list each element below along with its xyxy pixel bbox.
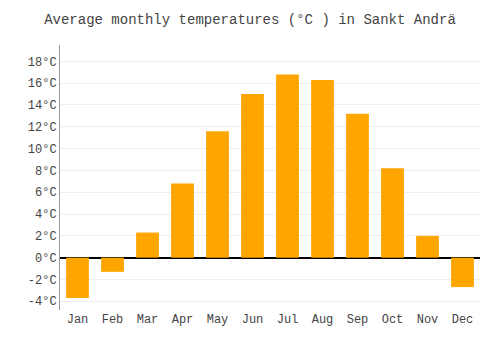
svg-text:Jun: Jun — [242, 313, 264, 327]
svg-text:Feb: Feb — [102, 313, 124, 327]
svg-text:Oct: Oct — [382, 313, 404, 327]
svg-text:Sep: Sep — [347, 313, 369, 327]
svg-text:14°C: 14°C — [28, 99, 57, 113]
svg-text:Dec: Dec — [452, 313, 474, 327]
svg-text:6°C: 6°C — [35, 186, 57, 200]
svg-text:Mar: Mar — [137, 313, 159, 327]
svg-text:Aug: Aug — [312, 313, 334, 327]
svg-text:10°C: 10°C — [28, 143, 57, 157]
svg-text:May: May — [207, 313, 229, 327]
svg-text:0°C: 0°C — [35, 252, 57, 266]
svg-text:-4°C: -4°C — [28, 295, 57, 309]
svg-text:4°C: 4°C — [35, 208, 57, 222]
svg-text:Average monthly temperatures (: Average monthly temperatures (°C ) in Sa… — [44, 12, 456, 28]
svg-text:16°C: 16°C — [28, 77, 57, 91]
svg-text:18°C: 18°C — [28, 56, 57, 70]
svg-text:-2°C: -2°C — [28, 274, 57, 288]
svg-text:Jan: Jan — [67, 313, 89, 327]
svg-text:12°C: 12°C — [28, 121, 57, 135]
svg-text:Apr: Apr — [172, 313, 194, 327]
svg-text:2°C: 2°C — [35, 230, 57, 244]
svg-text:Jul: Jul — [277, 313, 299, 327]
svg-text:8°C: 8°C — [35, 165, 57, 179]
svg-text:Nov: Nov — [417, 313, 439, 327]
